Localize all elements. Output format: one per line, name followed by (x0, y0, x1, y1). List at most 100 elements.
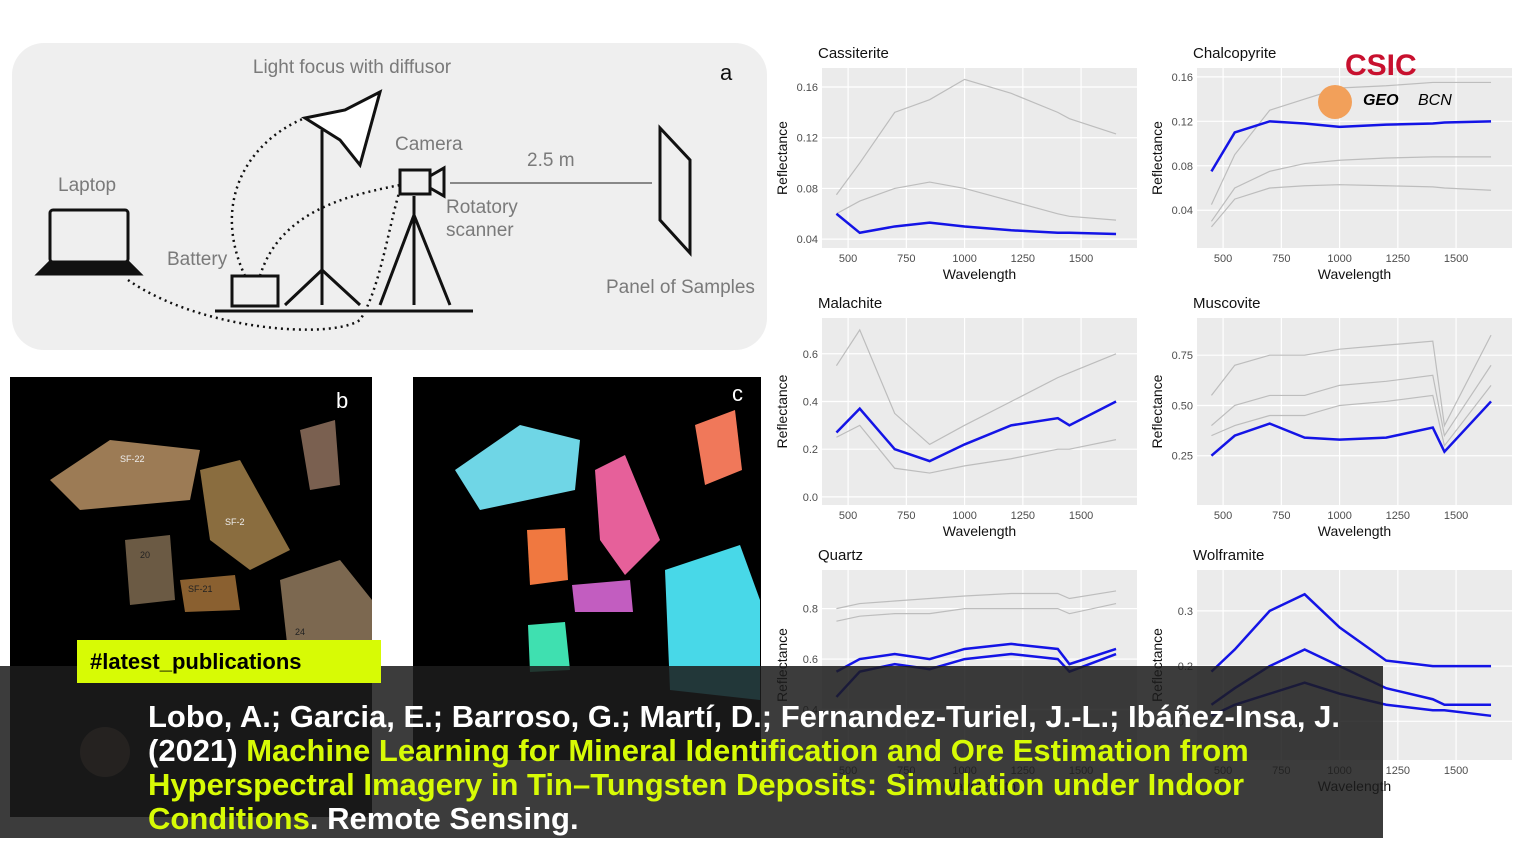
logo-mark (1318, 85, 1352, 119)
x-tick-label: 1250 (1011, 510, 1035, 522)
plot-background (1197, 318, 1512, 505)
label: Rotatory (446, 197, 518, 218)
logo-geo: GEO (1363, 92, 1399, 109)
plot-background (822, 318, 1137, 505)
plot-background (1197, 68, 1512, 248)
label: scanner (446, 220, 514, 241)
x-tick-label: 1250 (1011, 253, 1035, 265)
y-tick-label: 0.2 (803, 444, 818, 456)
x-tick-label: 1500 (1444, 510, 1468, 522)
label: Battery (167, 249, 228, 270)
paper-title: Machine Learning for Mineral Identificat… (148, 733, 1249, 836)
y-tick-label: 0.04 (1172, 205, 1193, 217)
caption-band (0, 666, 1383, 838)
setup-drawing (34, 89, 692, 313)
sample-label: SF-22 (120, 454, 145, 464)
series-line (1211, 364, 1492, 438)
chart-title: Quartz (818, 547, 863, 564)
series-line (1211, 384, 1492, 448)
series-line (835, 328, 1117, 446)
chart-title: Malachite (818, 295, 882, 312)
logo-bcn: BCN (1418, 92, 1452, 109)
x-tick-label: 750 (897, 510, 915, 522)
sample-label: 24 (295, 627, 305, 637)
x-tick-label: 1250 (1386, 765, 1410, 777)
x-tick-label: 750 (1272, 510, 1290, 522)
y-tick-label: 0.16 (797, 82, 818, 94)
series-line (835, 78, 1117, 196)
y-tick-label: 0.12 (797, 133, 818, 145)
y-tick-label: 0.04 (797, 234, 818, 246)
sample-label: SF-2 (225, 517, 245, 527)
hashtag: #latest_publications (77, 640, 381, 683)
y-tick-label: 0.0 (803, 492, 818, 504)
sample-label: SF-21 (188, 584, 213, 594)
x-tick-label: 1000 (952, 253, 976, 265)
diagram-panel (12, 43, 767, 350)
y-axis-label: Reflectance (1149, 374, 1165, 448)
series-line (1210, 592, 1492, 673)
series-line (835, 400, 1117, 463)
series-line (836, 424, 1117, 474)
y-axis-label: Reflectance (1149, 121, 1165, 195)
y-tick-label: 0.75 (1172, 350, 1193, 362)
x-tick-label: 1000 (1327, 510, 1351, 522)
cables (127, 116, 402, 331)
label: Light focus with diffusor (253, 57, 452, 78)
y-axis-label: Reflectance (774, 121, 790, 195)
y-tick-label: 0.4 (803, 396, 818, 408)
x-tick-label: 750 (897, 253, 915, 265)
y-tick-label: 0.8 (803, 604, 818, 616)
x-tick-label: 1500 (1444, 765, 1468, 777)
series-line (835, 642, 1117, 673)
series-line (836, 602, 1117, 622)
label: Panel of Samples (606, 277, 755, 298)
x-tick-label: 1500 (1069, 510, 1093, 522)
x-tick-label: 500 (1214, 253, 1232, 265)
x-axis-label: Wavelength (1318, 523, 1391, 539)
series-line (1210, 120, 1492, 172)
chart-title: Muscovite (1193, 295, 1261, 312)
y-tick-label: 0.3 (1178, 606, 1193, 618)
series-line (1210, 400, 1492, 457)
y-tick-label: 0.08 (1172, 161, 1193, 173)
y-tick-label: 0.25 (1172, 451, 1193, 463)
chart-title: Cassiterite (818, 45, 889, 62)
y-tick-label: 0.50 (1172, 400, 1193, 412)
series-line (835, 212, 1117, 236)
x-axis-label: Wavelength (943, 523, 1016, 539)
x-tick-label: 500 (839, 253, 857, 265)
x-tick-label: 1250 (1386, 253, 1410, 265)
x-axis-label: Wavelength (1318, 266, 1391, 282)
y-tick-label: 0.12 (1172, 116, 1193, 128)
logo-csic: CSIC (1345, 49, 1417, 82)
series-line (836, 590, 1117, 610)
x-tick-label: 1000 (1327, 253, 1351, 265)
y-tick-label: 0.08 (797, 183, 818, 195)
panel-letter: a (720, 60, 733, 85)
authors: Lobo, A.; Garcia, E.; Barroso, G.; Martí… (148, 699, 1340, 768)
panel-letter: b (336, 388, 348, 413)
citation: Lobo, A.; Garcia, E.; Barroso, G.; Martí… (148, 700, 1388, 836)
label: 2.5 m (527, 150, 575, 171)
panel-letter: c (732, 381, 743, 406)
x-tick-label: 500 (1214, 510, 1232, 522)
label: Camera (395, 134, 463, 155)
y-tick-label: 0.6 (803, 654, 818, 666)
series-line (836, 181, 1117, 221)
x-tick-label: 750 (1272, 253, 1290, 265)
label: Laptop (58, 175, 116, 196)
classified-samples (455, 410, 760, 700)
x-tick-label: 500 (839, 510, 857, 522)
series-line (1210, 184, 1492, 228)
chart-title: Chalcopyrite (1193, 45, 1276, 62)
x-tick-label: 1500 (1069, 253, 1093, 265)
chart-title: Wolframite (1193, 547, 1264, 564)
journal: . Remote Sensing. (309, 801, 579, 836)
sample-label: 20 (140, 550, 150, 560)
y-axis-label: Reflectance (774, 374, 790, 448)
series-line (1210, 156, 1492, 222)
y-tick-label: 0.16 (1172, 72, 1193, 84)
x-tick-label: 1000 (952, 510, 976, 522)
